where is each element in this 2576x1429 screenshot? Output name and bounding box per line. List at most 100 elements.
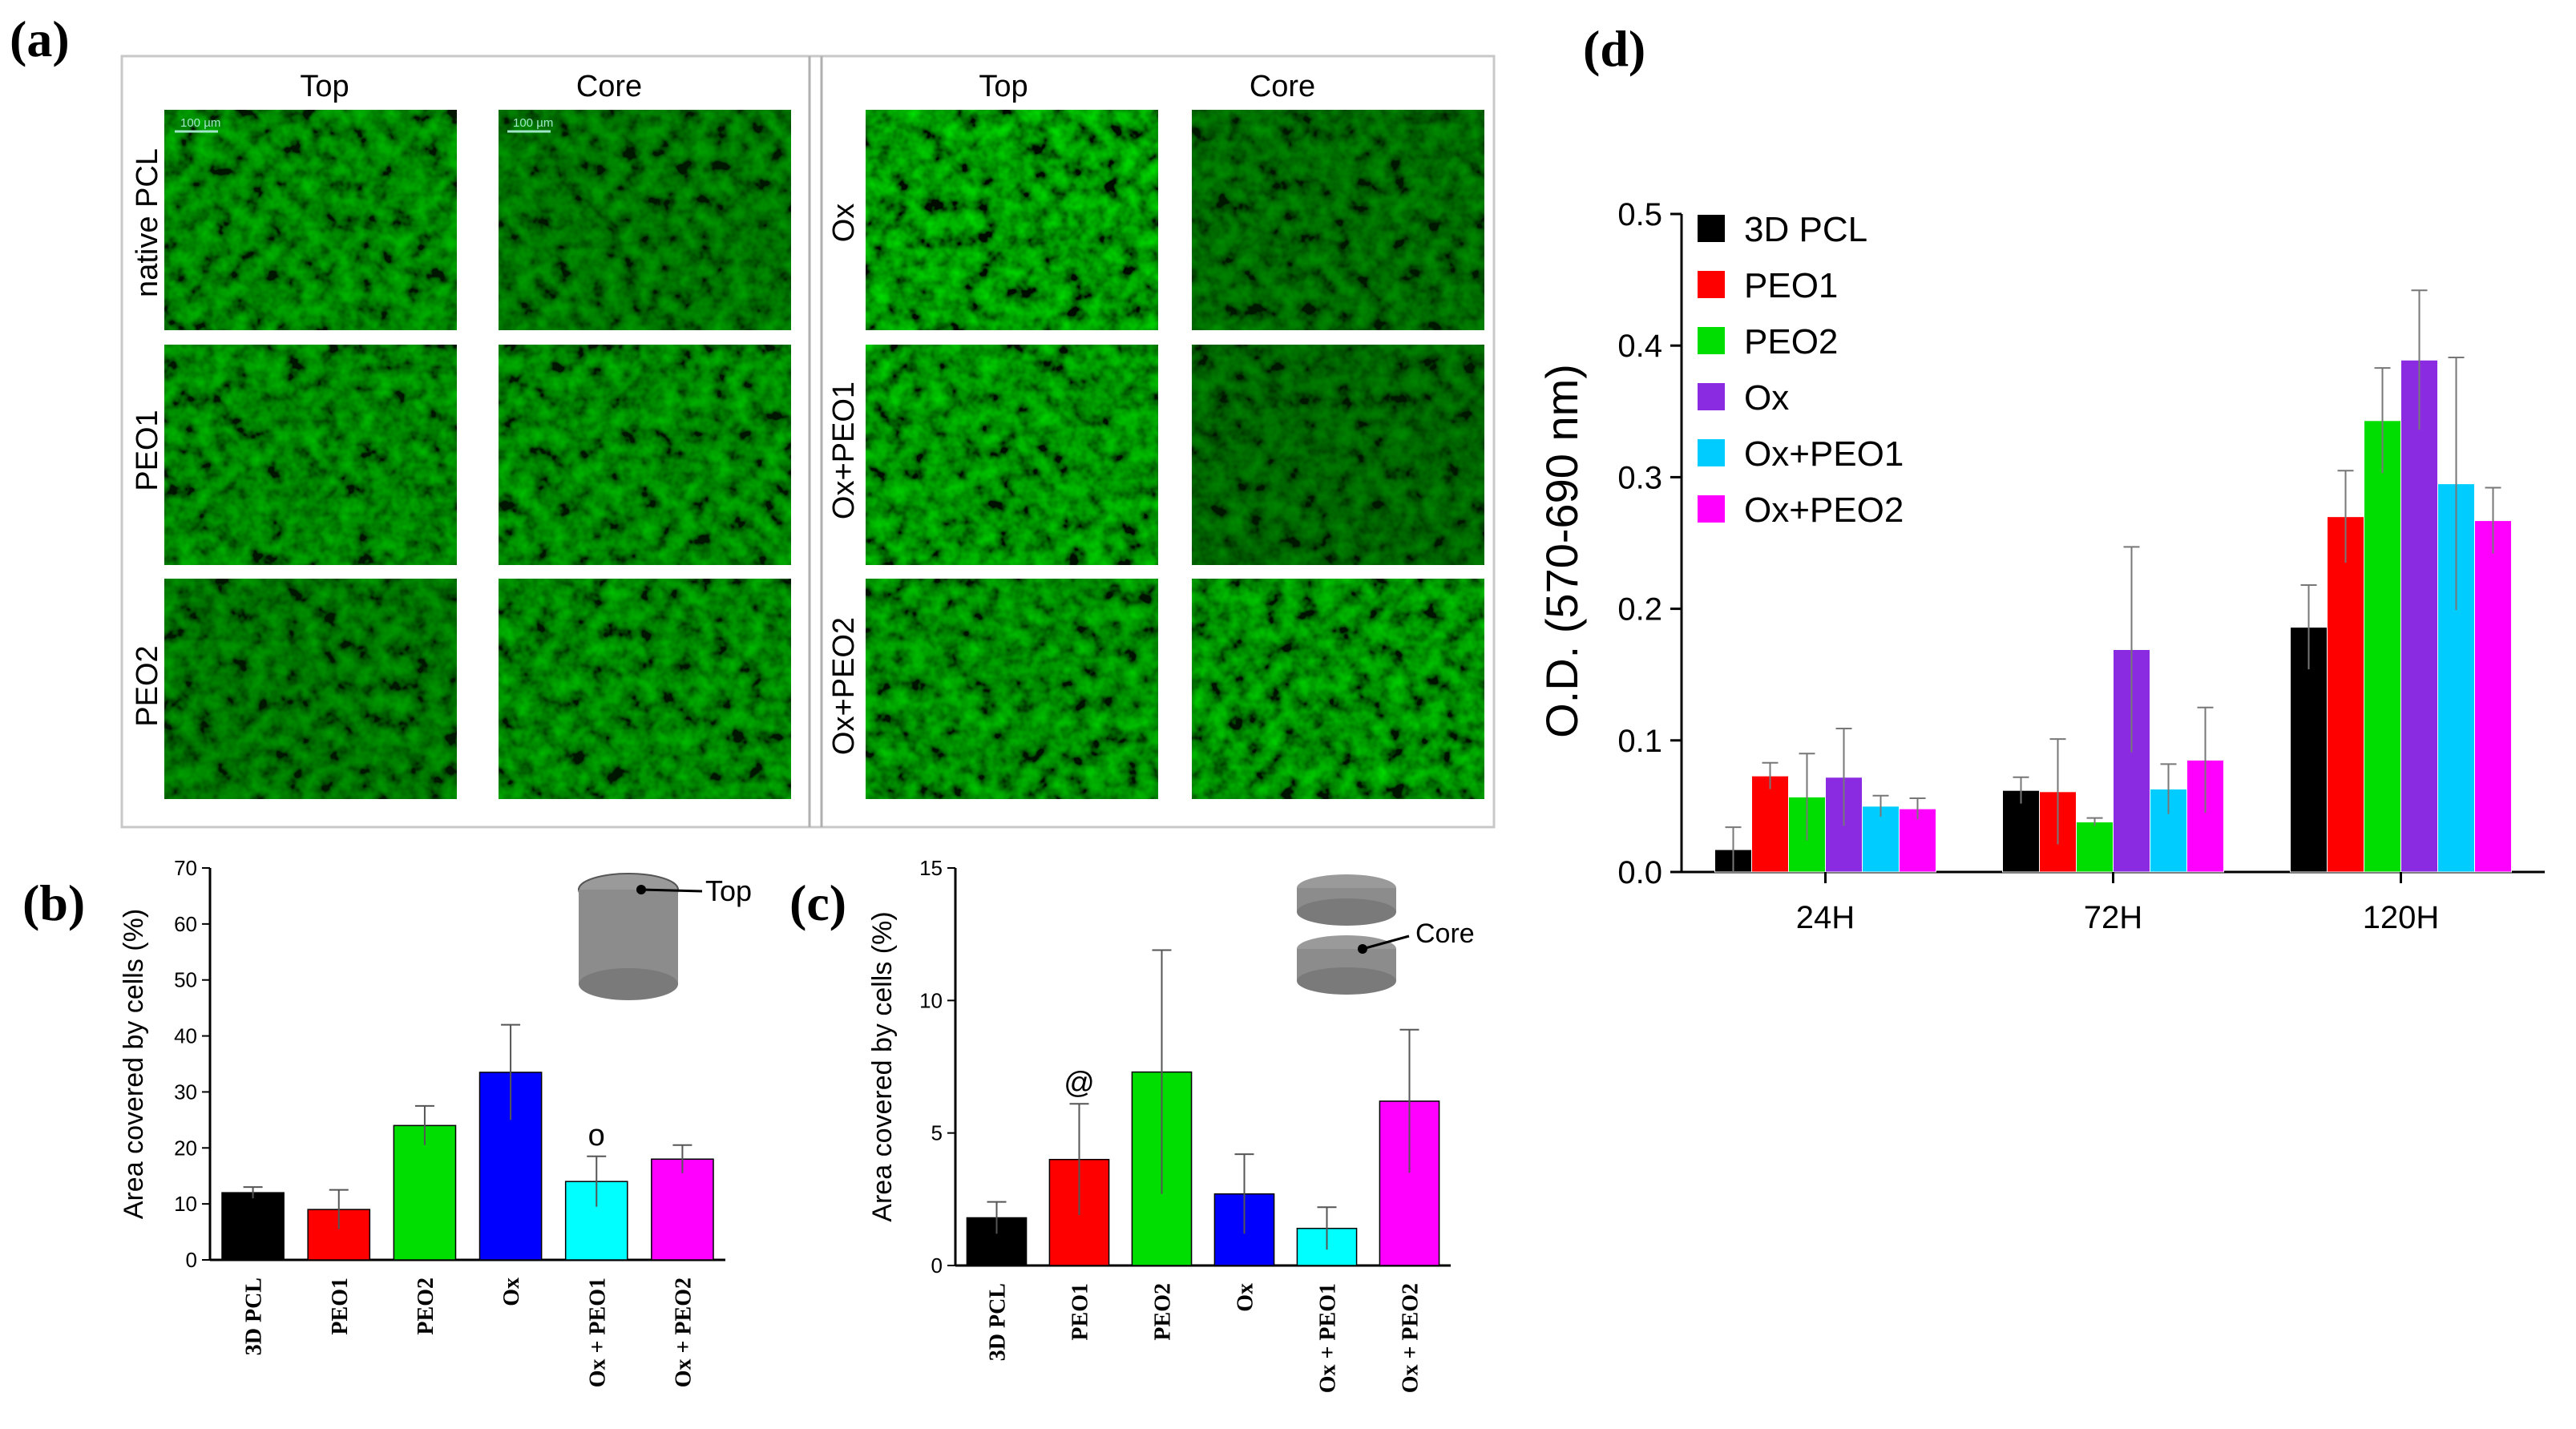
x-tick-label: PEO2 — [1151, 1283, 1176, 1341]
row-label-ox-peo2: Ox+PEO2 — [827, 617, 861, 755]
inset-label-top: Top — [705, 874, 752, 907]
legend-label: Ox+PEO1 — [1744, 434, 1904, 474]
scaffold-top-inset: Top — [578, 873, 752, 1000]
micrograph-tile — [866, 579, 1158, 799]
bar — [1296, 1227, 1358, 1266]
legend-label: 3D PCL — [1744, 210, 1867, 249]
legend-swatch — [1698, 327, 1725, 354]
row-label-native-pcl: native PCL — [131, 148, 164, 297]
bar — [1788, 796, 1826, 873]
micrograph-tile — [164, 345, 457, 565]
y-tick-label: 60 — [174, 912, 197, 936]
row-label-peo2: PEO2 — [131, 645, 164, 726]
legend-swatch — [1698, 439, 1725, 466]
micrograph-texture — [499, 345, 791, 565]
micrograph-tile — [1192, 579, 1484, 799]
y-tick-label: 20 — [174, 1136, 197, 1160]
micrograph-tile — [866, 110, 1158, 330]
micrograph-texture — [164, 345, 457, 565]
micrograph-texture — [866, 345, 1158, 565]
panel-label-c: (c) — [789, 874, 847, 931]
legend-swatch — [1698, 383, 1725, 410]
bar — [2474, 520, 2512, 873]
bar — [2400, 359, 2438, 873]
x-tick-label: PEO2 — [414, 1278, 438, 1335]
y-tick-label: 10 — [174, 1192, 197, 1216]
bar — [966, 1217, 1028, 1266]
row-label-peo1: PEO1 — [131, 410, 164, 490]
bar — [2364, 420, 2401, 873]
legend-label: Ox — [1744, 378, 1789, 418]
x-tick-label: Ox + PEO1 — [585, 1278, 610, 1387]
legend-swatch — [1698, 495, 1725, 523]
micrograph-tile — [499, 579, 791, 799]
y-tick-label: 0.0 — [1617, 855, 1662, 890]
micrograph-texture — [1192, 110, 1484, 330]
y-tick-label: 40 — [174, 1024, 197, 1048]
micrograph-texture — [164, 579, 457, 799]
bar — [1714, 849, 1752, 873]
bar — [221, 1192, 285, 1261]
legend-label: PEO2 — [1744, 322, 1838, 361]
bar — [2150, 789, 2187, 873]
column-header-core-left: Core — [576, 70, 642, 103]
y-tick-label: 0.5 — [1617, 197, 1662, 232]
bar — [2076, 821, 2114, 873]
y-tick-label: 0.1 — [1617, 724, 1662, 759]
legend-swatch — [1698, 215, 1725, 242]
bar — [1213, 1193, 1275, 1266]
panel-label-b: (b) — [22, 874, 86, 931]
x-tick-label: 24H — [1796, 900, 1855, 935]
y-tick-label: 0.3 — [1617, 460, 1662, 495]
y-axis-label: O.D. (570-690 nm) — [1536, 364, 1587, 738]
x-tick-label: Ox — [1233, 1283, 1258, 1312]
bar — [1751, 775, 1789, 873]
y-tick-label: 0.4 — [1617, 329, 1662, 364]
bar — [2186, 759, 2224, 873]
scale-bar-label-1: 100 µm — [180, 116, 220, 130]
bar — [2437, 483, 2475, 873]
x-tick-label: PEO1 — [328, 1278, 353, 1335]
x-tick-label: 3D PCL — [986, 1283, 1011, 1361]
significance-mark: o — [588, 1119, 605, 1152]
inset-label-core: Core — [1415, 918, 1475, 949]
scaffold-core-inset: Core — [1297, 874, 1475, 995]
bar — [1825, 777, 1863, 873]
micrograph-tile — [866, 345, 1158, 565]
significance-mark: @ — [1064, 1066, 1095, 1100]
micrograph-frame — [120, 54, 1496, 829]
x-tick-label: Ox — [499, 1278, 524, 1306]
micrograph-texture — [1192, 579, 1484, 799]
y-tick-label: 0 — [931, 1253, 943, 1278]
scale-bar-label-2: 100 µm — [513, 116, 553, 130]
y-tick-label: 15 — [919, 856, 943, 880]
micrograph-texture — [499, 579, 791, 799]
micrograph-texture — [866, 110, 1158, 330]
row-label-ox: Ox — [827, 204, 861, 243]
micrograph-tile — [1192, 110, 1484, 330]
bar — [393, 1124, 457, 1261]
bar — [1379, 1100, 1440, 1266]
panel-label-d: (d) — [1583, 20, 1646, 77]
panel-label-a: (a) — [10, 10, 70, 67]
x-tick-label: PEO1 — [1068, 1283, 1093, 1341]
y-tick-label: 30 — [174, 1080, 197, 1104]
bar — [2039, 791, 2077, 873]
x-tick-label: 120H — [2363, 900, 2440, 935]
micrograph-tile — [499, 110, 791, 330]
column-header-top-right: Top — [979, 70, 1028, 103]
x-tick-label: Ox + PEO1 — [1316, 1283, 1341, 1393]
bar — [2002, 789, 2040, 873]
legend-swatch — [1698, 271, 1725, 298]
bar — [1862, 805, 1900, 873]
micrograph-tile — [1192, 345, 1484, 565]
column-header-core-right: Core — [1250, 70, 1315, 103]
x-tick-label: 3D PCL — [242, 1278, 267, 1355]
y-tick-label: 5 — [931, 1121, 943, 1145]
bar — [2113, 649, 2150, 873]
y-axis-label: Area covered by cells (%) — [867, 911, 898, 1221]
bar — [478, 1072, 543, 1261]
